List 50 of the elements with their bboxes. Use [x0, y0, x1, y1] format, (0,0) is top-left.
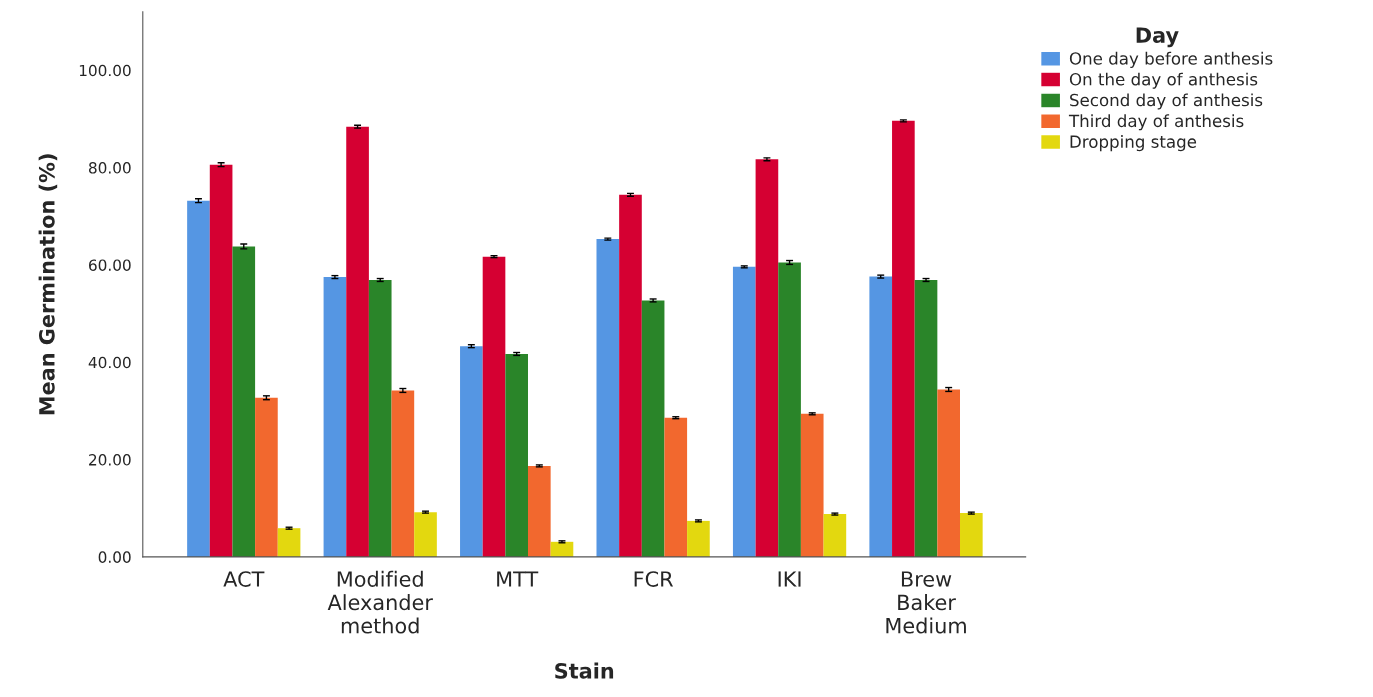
- y-tick-label: 100.00: [79, 64, 131, 77]
- bar: [460, 346, 483, 557]
- x-tick-label: MTT: [497, 571, 539, 587]
- bar: [960, 513, 983, 557]
- legend-label: Third day of anthesis: [1068, 114, 1244, 131]
- bar: [346, 126, 369, 557]
- bar: [527, 465, 551, 557]
- bar: [209, 164, 233, 557]
- x-tick-label: FCR: [634, 571, 674, 587]
- bar: [914, 280, 938, 557]
- bar: [619, 194, 642, 557]
- bar: [550, 541, 574, 557]
- bar: [664, 417, 688, 557]
- bar: [800, 413, 824, 557]
- y-tick-label: 0.00: [98, 551, 131, 563]
- legend-label: One day before anthesis: [1069, 51, 1273, 68]
- legend-title: Day: [1136, 27, 1179, 48]
- bar: [391, 390, 415, 557]
- bar: [187, 200, 210, 557]
- bar: [505, 353, 528, 557]
- bar: [641, 300, 665, 557]
- bar: [755, 159, 779, 557]
- legend-label: Second day of anthesis: [1070, 93, 1263, 110]
- bar: [482, 256, 506, 557]
- x-tick-label: IKI: [778, 571, 801, 587]
- bar: [823, 514, 847, 557]
- bar: [232, 246, 256, 557]
- bar: [687, 520, 710, 557]
- bar: [778, 262, 801, 557]
- y-tick-label: 60.00: [89, 259, 131, 271]
- bar: [277, 528, 301, 557]
- x-tick-label: ACT: [223, 571, 265, 587]
- bar: [255, 397, 278, 557]
- legend-label: On the day of anthesis: [1069, 72, 1258, 89]
- legend-label: Dropping stage: [1070, 135, 1197, 152]
- bar: [937, 389, 960, 557]
- y-tick-label: 80.00: [88, 162, 131, 174]
- x-axis-title: Stain: [555, 662, 614, 679]
- bar: [869, 276, 893, 557]
- y-axis-title: Mean Germination (%): [38, 154, 58, 415]
- bar: [732, 266, 756, 557]
- y-tick-label: 40.00: [88, 356, 131, 369]
- bar: [596, 239, 620, 557]
- y-tick-label: 20.00: [89, 454, 131, 466]
- bar: [414, 512, 437, 557]
- bar: [892, 120, 915, 557]
- bar: [323, 277, 347, 557]
- x-tick-label: Modified Alexander method: [327, 570, 433, 634]
- bar: [368, 280, 392, 557]
- x-tick-label: Brew Baker Medium: [886, 571, 966, 634]
